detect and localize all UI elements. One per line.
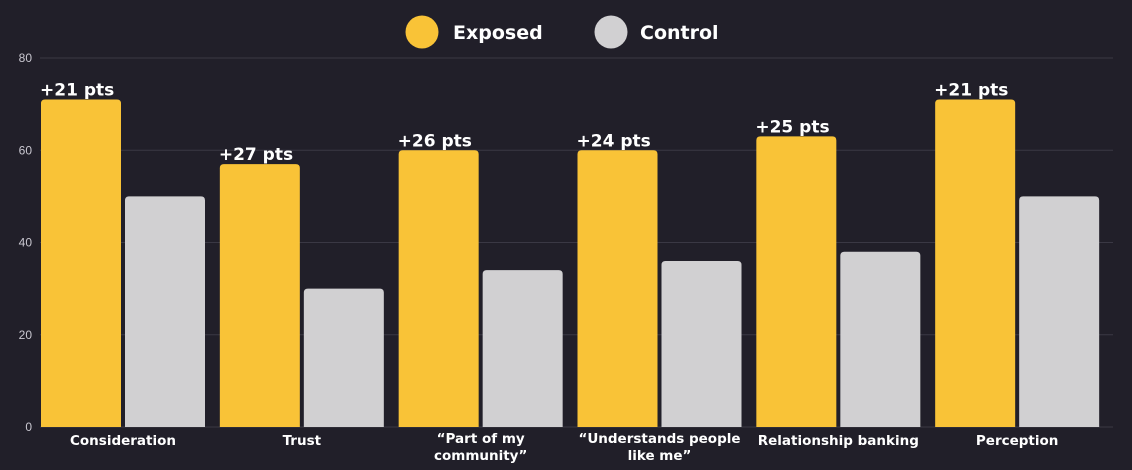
data-label: +26 pts	[398, 131, 472, 151]
bar-control	[1019, 196, 1100, 427]
legend-label-exposed: Exposed	[453, 22, 543, 44]
category-label: Trust	[283, 433, 322, 449]
bar-exposed	[219, 164, 300, 427]
data-label: +27 pts	[219, 145, 293, 165]
bar-exposed	[935, 99, 1016, 427]
bar-exposed	[41, 99, 121, 427]
category-label: Consideration	[70, 433, 176, 449]
category-label: “Part of my community”	[434, 431, 527, 464]
legend: Exposed Control	[405, 15, 719, 49]
bar-control	[303, 288, 384, 427]
bar-control	[661, 260, 742, 427]
data-label: +21 pts	[40, 81, 114, 101]
y-axis: 0 20 40 60 80	[19, 51, 33, 434]
bar-control	[125, 196, 205, 427]
data-label: +21 pts	[934, 81, 1008, 101]
data-label: +24 pts	[577, 131, 651, 151]
bar-exposed	[756, 136, 837, 427]
bar-control	[482, 270, 563, 427]
data-labels: +21 pts +27 pts +26 pts +24 pts +25 pts +21 p…	[40, 81, 1008, 166]
bars	[41, 99, 1100, 427]
y-tick-label: 0	[25, 420, 32, 434]
bar-exposed	[577, 150, 658, 427]
legend-label-control: Control	[640, 22, 719, 44]
category-label: Relationship banking	[758, 433, 919, 449]
bar-control	[840, 251, 921, 427]
category-label: Perception	[976, 433, 1059, 449]
y-tick-label: 20	[19, 328, 33, 342]
y-tick-label: 40	[19, 236, 33, 250]
bar-exposed	[398, 150, 479, 427]
x-axis: Consideration Trust “Part of my community” “…	[70, 431, 1058, 464]
legend-swatch-control	[594, 15, 628, 49]
data-label: +25 pts	[755, 117, 829, 137]
gridlines	[40, 57, 1113, 428]
y-tick-label: 60	[19, 143, 33, 157]
legend-swatch-exposed	[405, 15, 439, 49]
category-label: “Understands people like me”	[578, 431, 740, 464]
y-tick-label: 80	[19, 51, 33, 65]
